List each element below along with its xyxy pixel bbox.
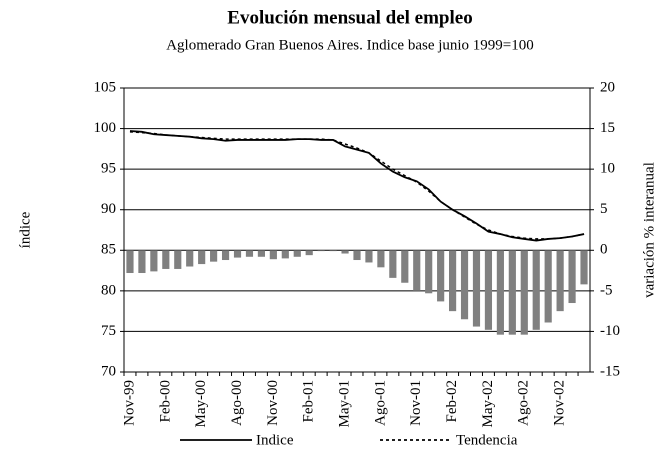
line [129, 131, 585, 240]
y-tick-label: 90 [101, 201, 116, 217]
x-tick-label: Nov-02 [552, 380, 568, 426]
y-tick-label: 85 [101, 242, 116, 258]
y-tick-label: 70 [101, 363, 116, 379]
bar [186, 250, 194, 267]
y2-axis-label: variación % interanual [641, 162, 657, 298]
bar [520, 250, 528, 335]
x-tick-label: Ago-00 [229, 380, 245, 426]
bar [245, 250, 254, 257]
bar [329, 250, 337, 252]
bar [221, 250, 230, 261]
y2-tick-label: 10 [600, 161, 615, 177]
x-tick-label: Ago-01 [372, 380, 388, 426]
bar [257, 250, 265, 257]
y-tick-label: 95 [101, 161, 116, 177]
y2-tick-label: 20 [600, 79, 615, 95]
legend-label: Indice [256, 432, 294, 448]
y-tick-label: 105 [94, 79, 117, 95]
plot-border [123, 87, 591, 373]
bar [210, 250, 218, 262]
bar [496, 250, 504, 335]
bar [532, 250, 540, 330]
chart-title: Evolución mensual del empleo [227, 7, 472, 28]
line [129, 130, 585, 242]
bar [365, 250, 373, 263]
bar [317, 250, 325, 252]
bar [138, 250, 146, 274]
x-tick-label: Nov-99 [121, 380, 137, 426]
bar [198, 250, 206, 265]
bar [580, 250, 588, 285]
x-tick-label: Nov-00 [265, 380, 281, 426]
bar [437, 250, 445, 302]
x-tick-label: May-00 [193, 380, 209, 428]
x-tick-label: Nov-01 [408, 380, 424, 426]
y2-tick-label: -10 [600, 323, 620, 339]
bar [281, 250, 289, 259]
y-tick-label: 100 [94, 120, 117, 136]
bar [126, 250, 134, 274]
y2-tick-label: -15 [600, 363, 620, 379]
bar [162, 250, 170, 269]
legend-label: Tendencia [456, 432, 518, 448]
y-tick-label: 75 [101, 323, 116, 339]
x-tick-label: Ago-02 [516, 380, 532, 426]
bar [472, 250, 481, 327]
bar [568, 250, 576, 304]
chart-subtitle: Aglomerado Gran Buenos Aires. Indice bas… [166, 37, 534, 53]
bar [341, 250, 349, 254]
y2-tick-label: 5 [600, 201, 608, 217]
bar [174, 250, 182, 269]
x-tick-label: Feb-02 [444, 380, 460, 423]
bar [401, 250, 409, 283]
bar [508, 250, 516, 335]
bar [293, 250, 301, 257]
bar [556, 250, 564, 312]
x-tick-label: Feb-01 [301, 380, 317, 423]
y2-tick-label: 15 [600, 120, 615, 136]
bar [484, 250, 493, 330]
bar [269, 250, 277, 260]
x-tick-label: May-01 [336, 380, 352, 428]
y2-tick-label: -5 [600, 282, 613, 298]
bar [305, 250, 313, 256]
y-axis-label: índice [17, 211, 33, 248]
bar [413, 250, 421, 291]
y-tick-label: 80 [101, 282, 116, 298]
bar [544, 250, 552, 323]
bar [233, 250, 242, 258]
x-tick-label: Feb-00 [157, 380, 173, 423]
x-tick-label: May-02 [480, 380, 496, 428]
bar [425, 250, 433, 294]
bar [460, 250, 469, 320]
bar [389, 250, 397, 278]
bar [377, 250, 385, 268]
bar [150, 250, 158, 272]
bar [353, 250, 361, 261]
y2-tick-label: 0 [600, 242, 608, 258]
bar [449, 250, 457, 312]
